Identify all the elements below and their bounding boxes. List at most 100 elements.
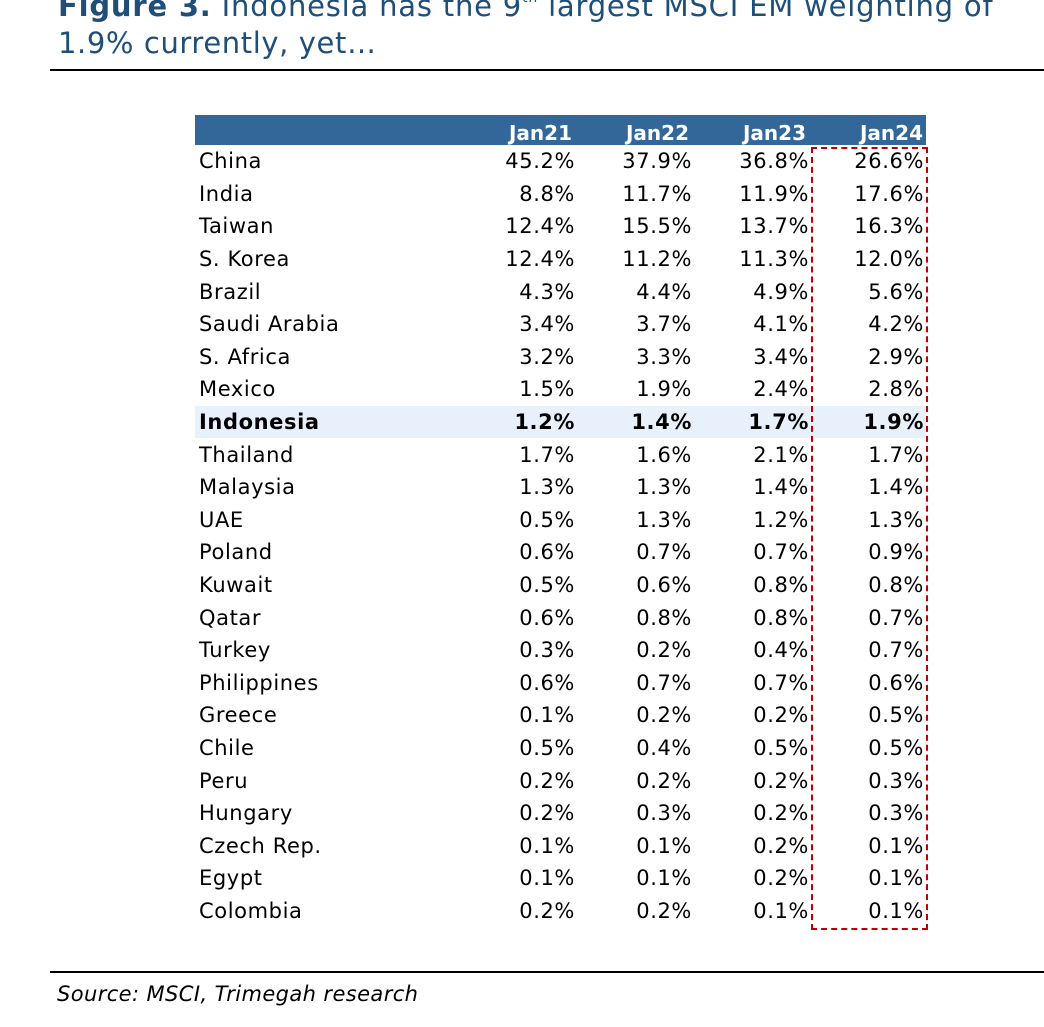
table-row: Turkey 0.3% 0.2% 0.4% 0.7% bbox=[195, 634, 926, 667]
table-row: UAE 0.5% 1.3% 1.2% 1.3% bbox=[195, 504, 926, 537]
country-name: China bbox=[199, 149, 262, 174]
weight-jan23: 0.8% bbox=[753, 605, 809, 630]
country-name: Hungary bbox=[199, 801, 293, 826]
table-row: India 8.8% 11.7% 11.9% 17.6% bbox=[195, 178, 926, 211]
table-row: Czech Rep. 0.1% 0.1% 0.2% 0.1% bbox=[195, 829, 926, 862]
weight-jan21: 3.2% bbox=[519, 344, 575, 369]
weight-jan24: 17.6% bbox=[854, 181, 924, 206]
weight-jan21: 1.2% bbox=[458, 405, 575, 439]
weight-jan23: 13.7% bbox=[739, 214, 809, 239]
table-row: S. Korea 12.4% 11.2% 11.3% 12.0% bbox=[195, 243, 926, 276]
weight-jan21: 1.3% bbox=[519, 475, 575, 500]
country-name: Taiwan bbox=[199, 214, 275, 239]
table-row: S. Africa 3.2% 3.3% 3.4% 2.9% bbox=[195, 341, 926, 374]
weight-jan22: 0.7% bbox=[636, 670, 692, 695]
weight-jan21: 0.1% bbox=[519, 703, 575, 728]
caption-superscript: th bbox=[522, 0, 538, 6]
table-row: Poland 0.6% 0.7% 0.7% 0.9% bbox=[195, 536, 926, 569]
weight-jan22: 0.6% bbox=[636, 573, 692, 598]
weight-jan23: 2.4% bbox=[753, 377, 809, 402]
country-name: UAE bbox=[199, 507, 244, 532]
weight-jan24: 12.0% bbox=[854, 247, 924, 272]
weight-jan23: 0.2% bbox=[753, 801, 809, 826]
header-country bbox=[195, 115, 458, 145]
table-row: Egypt 0.1% 0.1% 0.2% 0.1% bbox=[195, 862, 926, 895]
weight-jan23: 0.4% bbox=[753, 638, 809, 663]
weight-jan24: 2.8% bbox=[868, 377, 924, 402]
weight-jan24: 0.3% bbox=[868, 768, 924, 793]
table-row: Taiwan 12.4% 15.5% 13.7% 16.3% bbox=[195, 210, 926, 243]
weight-jan22: 1.9% bbox=[636, 377, 692, 402]
weight-jan24: 0.7% bbox=[868, 638, 924, 663]
weight-jan23: 0.7% bbox=[753, 670, 809, 695]
weight-jan22: 15.5% bbox=[622, 214, 692, 239]
country-name: Saudi Arabia bbox=[199, 312, 340, 337]
weight-jan22: 0.2% bbox=[636, 638, 692, 663]
weight-jan21: 0.6% bbox=[519, 605, 575, 630]
weight-jan22: 0.1% bbox=[636, 866, 692, 891]
weight-jan21: 0.5% bbox=[519, 507, 575, 532]
weight-jan23: 1.4% bbox=[753, 475, 809, 500]
country-name: Czech Rep. bbox=[199, 833, 322, 858]
weighting-table-container: Jan21 Jan22 Jan23 Jan24 China 45.2% 37.9% 3… bbox=[195, 115, 926, 927]
weight-jan23: 0.2% bbox=[753, 768, 809, 793]
weight-jan24: 0.5% bbox=[868, 735, 924, 760]
country-name: Philippines bbox=[199, 670, 319, 695]
weight-jan21: 12.4% bbox=[505, 214, 575, 239]
header-jan23: Jan23 bbox=[692, 115, 809, 145]
weight-jan24: 2.9% bbox=[868, 344, 924, 369]
weight-jan21: 8.8% bbox=[519, 181, 575, 206]
weight-jan24: 5.6% bbox=[868, 279, 924, 304]
weight-jan22: 0.2% bbox=[636, 898, 692, 923]
weight-jan24: 26.6% bbox=[854, 149, 924, 174]
weight-jan23: 4.9% bbox=[753, 279, 809, 304]
weight-jan22: 11.7% bbox=[622, 181, 692, 206]
weight-jan24: 0.7% bbox=[868, 605, 924, 630]
weight-jan22: 0.8% bbox=[636, 605, 692, 630]
weight-jan24: 0.5% bbox=[868, 703, 924, 728]
weight-jan22: 1.3% bbox=[636, 475, 692, 500]
weight-jan23: 0.8% bbox=[753, 573, 809, 598]
table-row: Saudi Arabia 3.4% 3.7% 4.1% 4.2% bbox=[195, 308, 926, 341]
country-name: Chile bbox=[199, 735, 255, 760]
table-body: China 45.2% 37.9% 36.8% 26.6% India 8.8% 11.7% 1… bbox=[195, 145, 926, 927]
msci-em-weighting-table: Jan21 Jan22 Jan23 Jan24 China 45.2% 37.9% 3… bbox=[195, 115, 926, 927]
table-row: Hungary 0.2% 0.3% 0.2% 0.3% bbox=[195, 797, 926, 830]
table-row: Kuwait 0.5% 0.6% 0.8% 0.8% bbox=[195, 569, 926, 602]
table-row: Brazil 4.3% 4.4% 4.9% 5.6% bbox=[195, 275, 926, 308]
table-row: Indonesia 1.2% 1.4% 1.7% 1.9% bbox=[195, 405, 926, 439]
weight-jan21: 0.3% bbox=[519, 638, 575, 663]
weight-jan21: 12.4% bbox=[505, 247, 575, 272]
weight-jan24: 1.3% bbox=[868, 507, 924, 532]
weight-jan21: 4.3% bbox=[519, 279, 575, 304]
weight-jan22: 4.4% bbox=[636, 279, 692, 304]
weight-jan23: 1.7% bbox=[692, 405, 809, 439]
weight-jan21: 3.4% bbox=[519, 312, 575, 337]
country-name: Kuwait bbox=[199, 573, 273, 598]
country-name: Mexico bbox=[199, 377, 276, 402]
country-name: Turkey bbox=[199, 638, 271, 663]
weight-jan24: 0.3% bbox=[868, 801, 924, 826]
weight-jan22: 0.2% bbox=[636, 768, 692, 793]
weight-jan24: 0.6% bbox=[868, 670, 924, 695]
weight-jan21: 0.5% bbox=[519, 735, 575, 760]
weight-jan23: 0.2% bbox=[753, 866, 809, 891]
weight-jan21: 0.5% bbox=[519, 573, 575, 598]
country-name: Thailand bbox=[199, 442, 294, 467]
weight-jan24: 0.9% bbox=[868, 540, 924, 565]
weight-jan24: 0.1% bbox=[868, 898, 924, 923]
weight-jan24: 0.8% bbox=[868, 573, 924, 598]
table-row: Qatar 0.6% 0.8% 0.8% 0.7% bbox=[195, 601, 926, 634]
country-name: Peru bbox=[199, 768, 249, 793]
header-jan24: Jan24 bbox=[809, 115, 926, 145]
caption-line-2: 1.9% currently, yet… bbox=[58, 26, 377, 60]
country-name: Brazil bbox=[199, 279, 262, 304]
table-row: Chile 0.5% 0.4% 0.5% 0.5% bbox=[195, 732, 926, 765]
bottom-divider bbox=[50, 971, 1044, 973]
weight-jan21: 0.1% bbox=[519, 833, 575, 858]
weight-jan23: 36.8% bbox=[739, 149, 809, 174]
weight-jan22: 0.1% bbox=[636, 833, 692, 858]
weight-jan21: 0.1% bbox=[519, 866, 575, 891]
weight-jan23: 2.1% bbox=[753, 442, 809, 467]
weight-jan21: 45.2% bbox=[505, 149, 575, 174]
